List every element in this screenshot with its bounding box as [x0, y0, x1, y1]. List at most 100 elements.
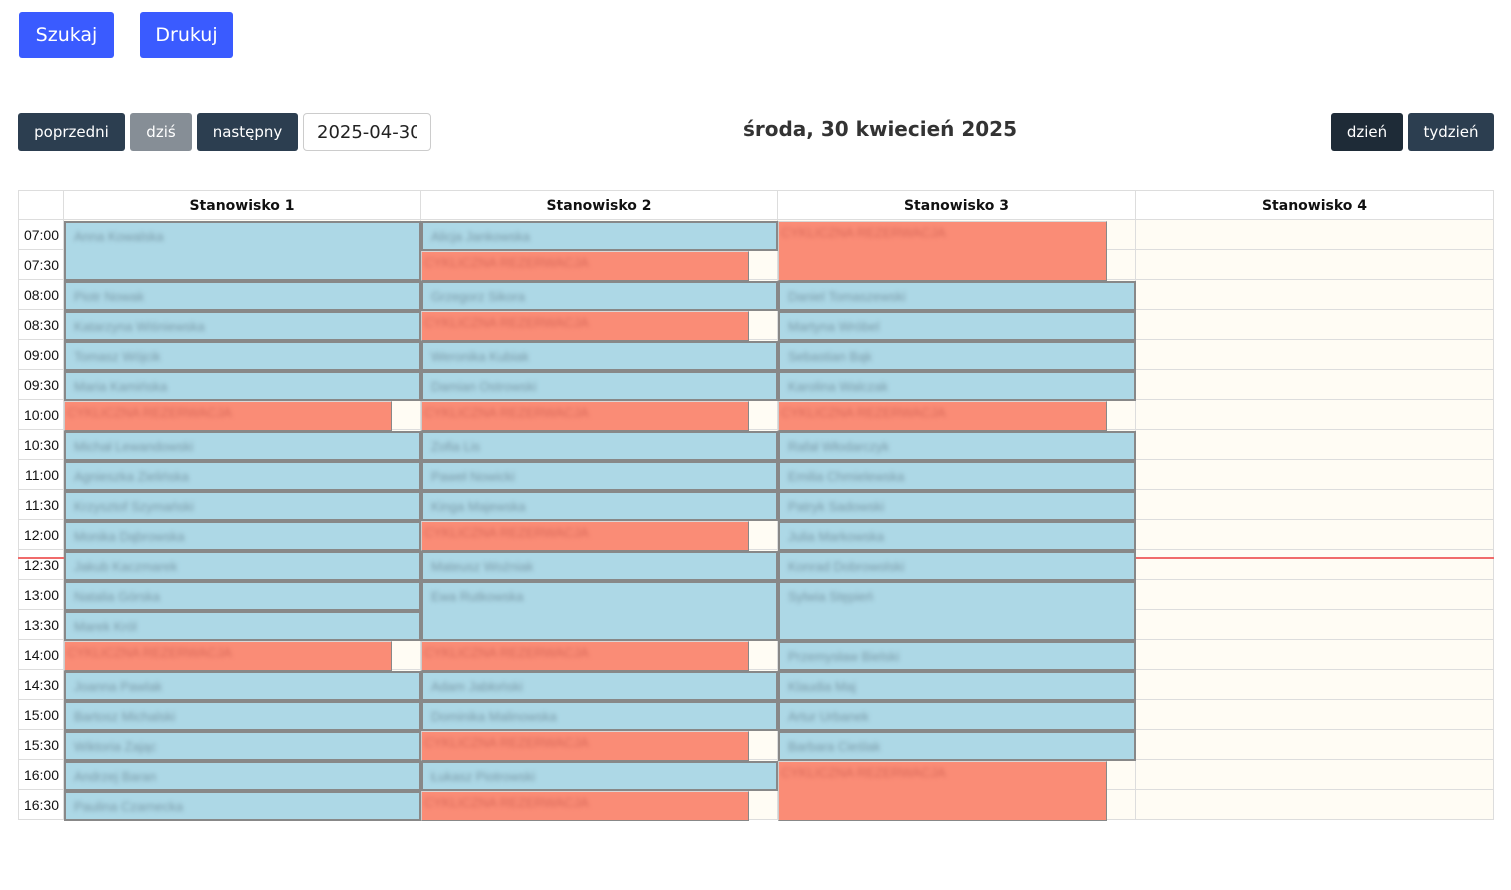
- time-slot[interactable]: [1136, 490, 1494, 520]
- reservation[interactable]: Rafał Włodarczyk: [778, 431, 1136, 461]
- cyclic-reservation[interactable]: CYKLICZNA REZERWACJA: [64, 401, 392, 431]
- cyclic-reservation[interactable]: CYKLICZNA REZERWACJA: [421, 641, 749, 671]
- reservation[interactable]: Konrad Dobrowolski: [778, 551, 1136, 581]
- previous-button[interactable]: poprzedni: [18, 113, 125, 151]
- time-label: 08:30: [18, 310, 64, 340]
- search-button[interactable]: Szukaj: [19, 12, 114, 58]
- reservation[interactable]: Andrzej Baran: [64, 761, 421, 791]
- cyclic-reservation[interactable]: CYKLICZNA REZERWACJA: [421, 791, 749, 821]
- cyclic-reservation[interactable]: CYKLICZNA REZERWACJA: [421, 401, 749, 431]
- reservation-label: Paweł Nowicki: [431, 469, 515, 484]
- reservation[interactable]: Ewa Rutkowska: [421, 581, 778, 641]
- reservation[interactable]: Zofia Lis: [421, 431, 778, 461]
- reservation[interactable]: Tomasz Wójcik: [64, 341, 421, 371]
- reservation[interactable]: Krzysztof Szymański: [64, 491, 421, 521]
- reservation-label: Grzegorz Sikora: [431, 289, 525, 304]
- cyclic-reservation[interactable]: CYKLICZNA REZERWACJA: [64, 641, 392, 671]
- next-button[interactable]: następny: [197, 113, 298, 151]
- reservation-label: Konrad Dobrowolski: [788, 559, 905, 574]
- reservation[interactable]: Patryk Sadowski: [778, 491, 1136, 521]
- reservation[interactable]: Grzegorz Sikora: [421, 281, 778, 311]
- time-slot[interactable]: [1136, 460, 1494, 490]
- time-label: 14:30: [18, 670, 64, 700]
- reservation[interactable]: Piotr Nowak: [64, 281, 421, 311]
- reservation-label: Joanna Pawlak: [74, 679, 163, 694]
- reservation[interactable]: Katarzyna Wiśniewska: [64, 311, 421, 341]
- reservation[interactable]: Monika Dąbrowska: [64, 521, 421, 551]
- reservation-label: Alicja Jankowska: [431, 229, 530, 244]
- time-slot[interactable]: [1136, 790, 1494, 820]
- reservation[interactable]: Dominika Malinowska: [421, 701, 778, 731]
- reservation[interactable]: Wiktoria Zając: [64, 731, 421, 761]
- reservation-label: Patryk Sadowski: [788, 499, 885, 514]
- time-slot[interactable]: [1136, 520, 1494, 550]
- time-slot[interactable]: [1136, 610, 1494, 640]
- time-slot[interactable]: [1136, 700, 1494, 730]
- reservation[interactable]: Joanna Pawlak: [64, 671, 421, 701]
- time-label: 16:00: [18, 760, 64, 790]
- reservation[interactable]: Artur Urbanek: [778, 701, 1136, 731]
- reservation-label: Emilia Chmielewska: [788, 469, 905, 484]
- reservation[interactable]: Marek Król: [64, 611, 421, 641]
- time-slot[interactable]: [1136, 760, 1494, 790]
- reservation[interactable]: Anna Kowalska: [64, 221, 421, 281]
- reservation[interactable]: Przemysław Bielski: [778, 641, 1136, 671]
- reservation[interactable]: Maria Kamińska: [64, 371, 421, 401]
- reservation-label: Natalia Górska: [74, 589, 160, 604]
- time-slot[interactable]: [1136, 400, 1494, 430]
- reservation[interactable]: Emilia Chmielewska: [778, 461, 1136, 491]
- cyclic-reservation[interactable]: CYKLICZNA REZERWACJA: [778, 401, 1107, 431]
- view-week-button[interactable]: tydzień: [1408, 113, 1494, 151]
- reservation[interactable]: Klaudia Maj: [778, 671, 1136, 701]
- reservation[interactable]: Damian Ostrowski: [421, 371, 778, 401]
- reservation-label: Anna Kowalska: [74, 229, 164, 244]
- cyclic-reservation[interactable]: CYKLICZNA REZERWACJA: [778, 761, 1107, 821]
- cyclic-reservation[interactable]: CYKLICZNA REZERWACJA: [421, 731, 749, 761]
- reservation[interactable]: Paulina Czarnecka: [64, 791, 421, 821]
- time-slot[interactable]: [1136, 580, 1494, 610]
- time-slot[interactable]: [1136, 280, 1494, 310]
- reservation[interactable]: Michał Lewandowski: [64, 431, 421, 461]
- time-slot[interactable]: [1136, 730, 1494, 760]
- reservation[interactable]: Daniel Tomaszewski: [778, 281, 1136, 311]
- reservation-label: Łukasz Piotrowski: [431, 769, 536, 784]
- reservation[interactable]: Natalia Górska: [64, 581, 421, 611]
- time-slot[interactable]: [1136, 220, 1494, 250]
- time-slot[interactable]: [1136, 550, 1494, 580]
- reservation[interactable]: Martyna Wróbel: [778, 311, 1136, 341]
- reservation[interactable]: Paweł Nowicki: [421, 461, 778, 491]
- cyclic-reservation[interactable]: CYKLICZNA REZERWACJA: [421, 311, 749, 341]
- reservation[interactable]: Sebastian Bąk: [778, 341, 1136, 371]
- reservation[interactable]: Weronika Kubiak: [421, 341, 778, 371]
- view-day-button[interactable]: dzień: [1331, 113, 1403, 151]
- reservation-label: Adam Jabłoński: [431, 679, 523, 694]
- time-slot[interactable]: [1136, 310, 1494, 340]
- time-slot[interactable]: [1136, 640, 1494, 670]
- time-label: 07:00: [18, 220, 64, 250]
- reservation[interactable]: Mateusz Woźniak: [421, 551, 778, 581]
- reservation[interactable]: Karolina Walczak: [778, 371, 1136, 401]
- print-button[interactable]: Drukuj: [140, 12, 233, 58]
- reservation[interactable]: Kinga Majewska: [421, 491, 778, 521]
- time-slot[interactable]: [1136, 370, 1494, 400]
- reservation[interactable]: Adam Jabłoński: [421, 671, 778, 701]
- today-button[interactable]: dziś: [130, 113, 192, 151]
- reservation[interactable]: Łukasz Piotrowski: [421, 761, 778, 791]
- cyclic-reservation[interactable]: CYKLICZNA REZERWACJA: [421, 521, 749, 551]
- time-slot[interactable]: [1136, 340, 1494, 370]
- time-slot[interactable]: [1136, 670, 1494, 700]
- reservation[interactable]: Julia Markowska: [778, 521, 1136, 551]
- reservation-label: Karolina Walczak: [788, 379, 888, 394]
- reservation[interactable]: Jakub Kaczmarek: [64, 551, 421, 581]
- reservation[interactable]: Bartosz Michalski: [64, 701, 421, 731]
- reservation-label: Daniel Tomaszewski: [788, 289, 906, 304]
- cyclic-reservation[interactable]: CYKLICZNA REZERWACJA: [778, 221, 1107, 281]
- time-slot[interactable]: [1136, 250, 1494, 280]
- time-slot[interactable]: [1136, 430, 1494, 460]
- reservation[interactable]: Alicja Jankowska: [421, 221, 778, 251]
- cyclic-reservation[interactable]: CYKLICZNA REZERWACJA: [421, 251, 749, 281]
- reservation[interactable]: Agnieszka Zielińska: [64, 461, 421, 491]
- reservation[interactable]: Sylwia Stępień: [778, 581, 1136, 641]
- reservation[interactable]: Barbara Cieślak: [778, 731, 1136, 761]
- date-input[interactable]: [303, 113, 431, 151]
